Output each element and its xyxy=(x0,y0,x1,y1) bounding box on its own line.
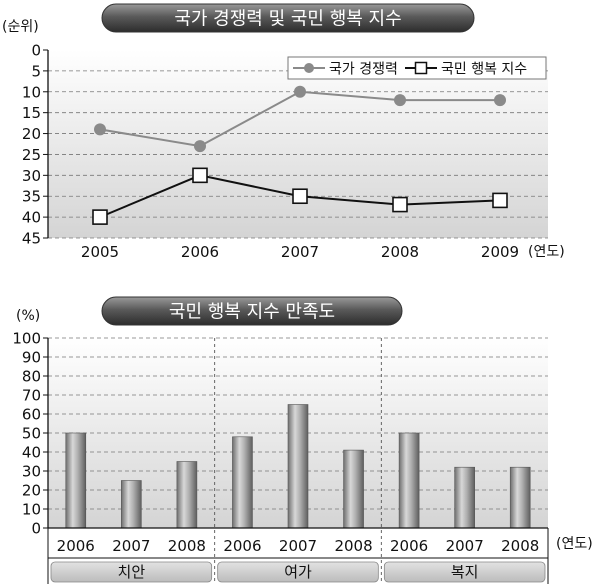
legend-marker-circle xyxy=(304,63,314,73)
chart-2-group-label: 여가 xyxy=(284,563,312,581)
chart-2-category-label: 2006 xyxy=(223,537,261,555)
chart-1-plot-area xyxy=(48,50,548,238)
chart-2-group-label: 복지 xyxy=(451,563,479,581)
chart-1-title: 국가 경쟁력 및 국민 행복 지수 xyxy=(174,9,401,30)
chart-1-x-tick-label: 2008 xyxy=(381,243,419,261)
bar-복지-2007 xyxy=(454,466,475,529)
chart-2-group-dividers xyxy=(214,338,382,584)
chart-1-x-tick-label: 2007 xyxy=(281,243,319,261)
chart-2-y-tick-label: 60 xyxy=(22,406,41,424)
chart-2-category-label: 2006 xyxy=(390,537,428,555)
chart-2-x-axis-label: (연도) xyxy=(556,536,593,552)
legend-marker-square xyxy=(414,61,428,75)
chart-2-x-axis-table: 2006 2007 2008 치안 2006 2007 2008 여가 2006 2007 2008… xyxy=(47,527,549,584)
chart-2-y-tick-label: 100 xyxy=(12,330,41,348)
data-point-happiness xyxy=(192,167,208,184)
bar-복지-2008 xyxy=(509,466,531,529)
chart-1-y-tick-label: 5 xyxy=(31,62,41,80)
data-point-competitiveness xyxy=(394,94,406,107)
chart-2-category-label: 2007 xyxy=(112,537,150,555)
chart-2-title: 국민 행복 지수 만족도 xyxy=(169,302,335,323)
chart-2-category-label: 2006 xyxy=(57,537,95,555)
data-point-happiness xyxy=(492,192,508,209)
chart-1-y-tick-label: 15 xyxy=(22,104,41,122)
chart-2-category-label: 2008 xyxy=(168,537,206,555)
chart-2-title-pill xyxy=(101,296,403,326)
bar-여가-2006 xyxy=(232,436,253,529)
bar-여가-2008 xyxy=(343,449,364,529)
chart-1-legend: 국가 경쟁력 국민 행복 지수 xyxy=(287,56,547,80)
chart-1-x-tick-label: 2009 xyxy=(481,243,519,261)
chart-1-y-tick-label: 35 xyxy=(22,188,41,206)
data-point-happiness xyxy=(392,196,408,213)
chart-2-category-label: 2007 xyxy=(279,537,317,555)
bar-여가-2007 xyxy=(287,404,309,529)
data-point-competitiveness xyxy=(194,140,206,153)
chart-2-y-tick-label: 10 xyxy=(22,501,41,519)
chart-2-y-tick-label: 30 xyxy=(22,463,41,481)
data-point-competitiveness xyxy=(494,94,506,107)
chart-1-y-axis-label: (순위) xyxy=(2,19,39,35)
chart-2-y-tick-label: 90 xyxy=(22,349,41,367)
bar-치안-2008 xyxy=(176,461,198,529)
chart-2-group-label-box xyxy=(50,561,213,583)
chart-1-y-tick-label: 20 xyxy=(22,125,41,143)
bar-복지-2006 xyxy=(398,432,420,529)
chart-1-y-tick-label: 30 xyxy=(22,167,41,185)
chart-1-x-tick-label: 2005 xyxy=(81,243,119,261)
bar-치안-2006 xyxy=(65,432,87,529)
chart-2-category-label: 2008 xyxy=(334,537,372,555)
chart-2-y-tick-label: 50 xyxy=(22,425,41,443)
chart-2-y-tick-label: 80 xyxy=(22,368,41,386)
chart-1-line: 국가 경쟁력 및 국민 행복 지수 (순위) 0 5 10 15 20 25 30 35 40 4… xyxy=(2,3,565,261)
data-point-competitiveness xyxy=(294,85,306,98)
legend-label-competitiveness: 국가 경쟁력 xyxy=(329,62,398,78)
chart-2-y-tick-label: 70 xyxy=(22,387,41,405)
chart-1-y-ticks: 0 5 10 15 20 25 30 35 40 45 xyxy=(22,42,48,248)
data-point-happiness xyxy=(92,209,108,225)
chart-1-x-tick-label: 2006 xyxy=(181,243,219,261)
chart-1-y-tick-label: 25 xyxy=(22,146,41,164)
chart-2-group-label-box xyxy=(383,561,546,583)
chart-2-category-label: 2007 xyxy=(446,537,484,555)
legend-label-happiness: 국민 행복 지수 xyxy=(441,62,527,78)
chart-1-x-axis-label: (연도) xyxy=(528,244,565,260)
chart-1-x-ticks: 2005 2006 2007 2008 2009 xyxy=(81,243,519,261)
data-point-competitiveness xyxy=(94,123,106,136)
chart-2-y-tick-label: 0 xyxy=(31,520,41,538)
bar-치안-2007 xyxy=(121,480,142,529)
chart-2-group-label: 치안 xyxy=(118,563,146,581)
chart-2-group-label-box xyxy=(217,561,379,583)
chart-2-y-tick-label: 40 xyxy=(22,444,41,462)
chart-2-y-axis-label: (%) xyxy=(16,308,40,324)
chart-1-title-pill xyxy=(101,3,475,33)
chart-1-series xyxy=(92,85,508,225)
chart-1-y-tick-label: 0 xyxy=(31,42,41,60)
data-point-happiness xyxy=(292,188,308,205)
chart-2-category-label: 2008 xyxy=(501,537,539,555)
chart-1-y-tick-label: 45 xyxy=(22,230,41,248)
chart-1-y-tick-label: 40 xyxy=(22,209,41,227)
chart-2-bars xyxy=(65,404,531,529)
chart-2-bar: 국민 행복 지수 만족도 (%) 0102030405060708090100 … xyxy=(12,296,593,584)
chart-1-y-tick-label: 10 xyxy=(22,83,41,101)
chart-2-y-tick-label: 20 xyxy=(22,482,41,500)
